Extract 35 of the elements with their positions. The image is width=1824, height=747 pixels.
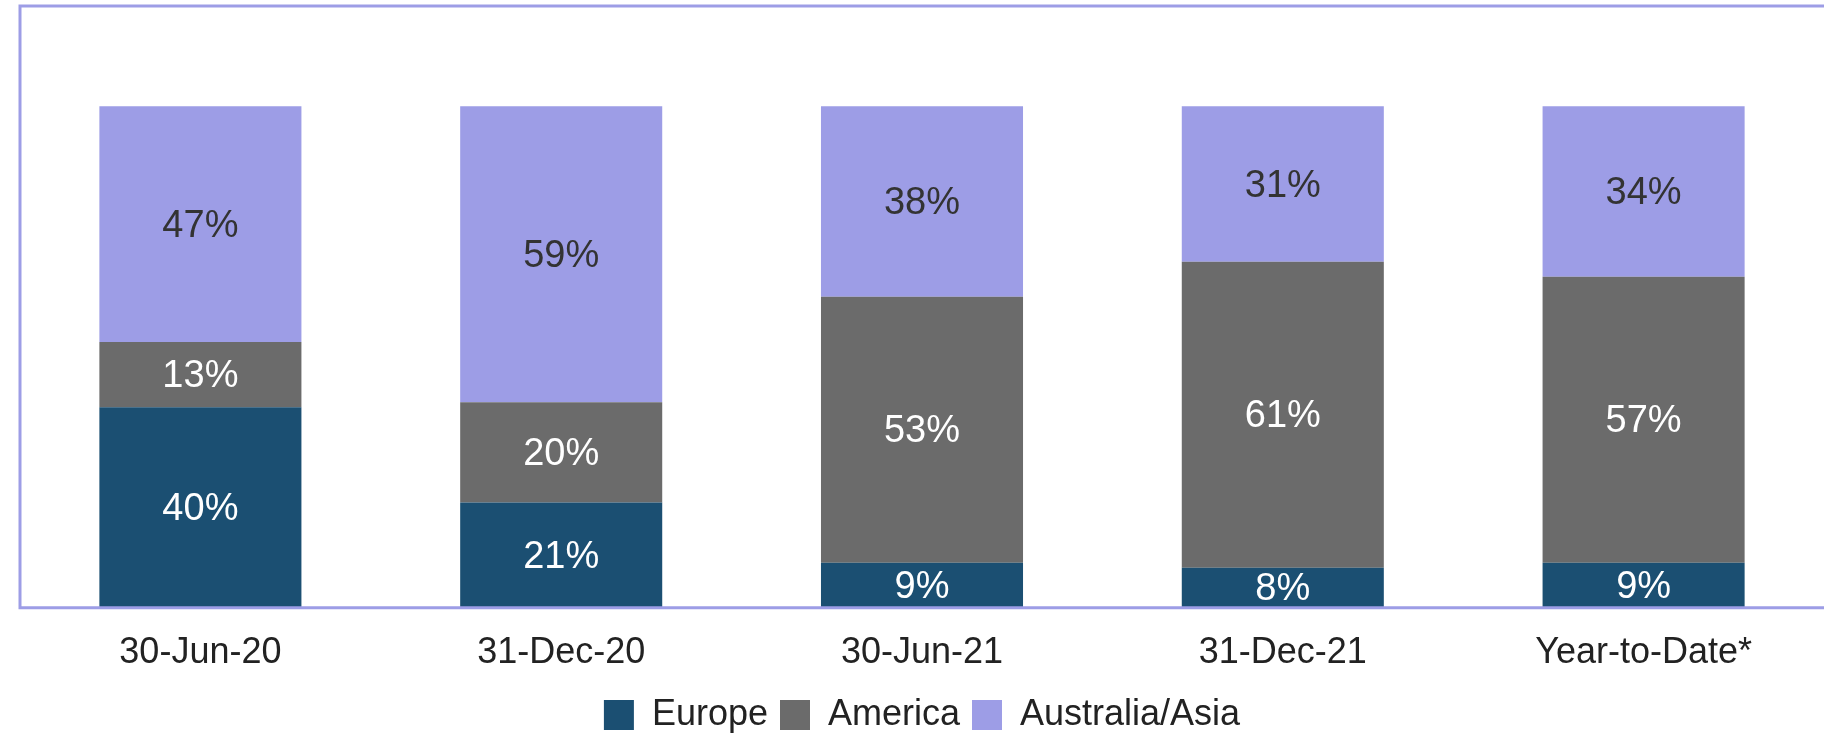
bar	[1181, 261, 1384, 568]
legend-label: Europe	[651, 691, 768, 733]
bar	[820, 296, 1024, 563]
data-label: 31%	[1244, 162, 1321, 205]
bar	[460, 402, 663, 503]
legend-label: America	[827, 691, 961, 733]
data-label: 59%	[523, 232, 600, 275]
data-label: 9%	[1616, 563, 1672, 606]
data-label: 34%	[1605, 170, 1682, 213]
bar	[99, 407, 302, 608]
data-label: 9%	[894, 563, 950, 606]
data-label: 47%	[162, 202, 239, 245]
bar	[1181, 106, 1384, 262]
data-label: 8%	[1255, 566, 1311, 609]
x-tick-label: 30-Jun-21	[840, 630, 1004, 672]
bar	[1542, 106, 1745, 277]
bar	[1542, 276, 1745, 563]
data-label: 61%	[1244, 393, 1321, 436]
x-tick-label: 31-Dec-21	[1198, 630, 1367, 672]
bar	[99, 106, 302, 343]
data-label: 21%	[523, 533, 600, 576]
x-tick-label: Year-to-Date*	[1535, 630, 1752, 672]
x-tick-label: 30-Jun-20	[119, 630, 282, 672]
bar	[460, 502, 663, 608]
legend-label: Australia/Asia	[1020, 691, 1242, 733]
bar	[820, 106, 1024, 297]
data-label: 53%	[883, 408, 961, 451]
data-label: 20%	[523, 430, 600, 473]
data-label: 38%	[883, 180, 961, 223]
x-tick-label: 31-Dec-20	[477, 630, 646, 672]
data-label: 57%	[1605, 398, 1682, 441]
data-label: 13%	[162, 353, 239, 396]
data-label: 40%	[162, 485, 239, 528]
bar	[99, 342, 302, 408]
bar	[460, 106, 663, 403]
